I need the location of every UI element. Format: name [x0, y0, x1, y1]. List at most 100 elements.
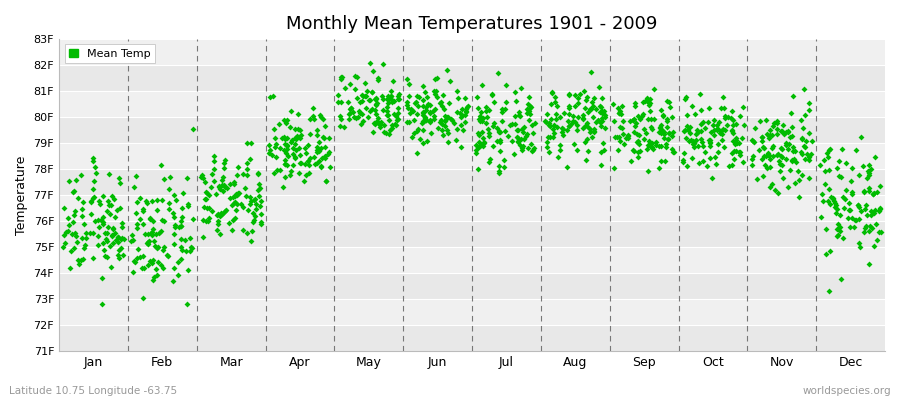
- Point: [758, 162, 772, 168]
- Point: [688, 136, 703, 143]
- Point: [757, 145, 771, 151]
- Point: [474, 142, 489, 148]
- Point: [310, 147, 324, 153]
- Point: [844, 214, 859, 221]
- Point: [854, 208, 868, 214]
- Point: [266, 93, 280, 99]
- Point: [129, 210, 143, 216]
- Point: [680, 162, 694, 169]
- Point: [795, 135, 809, 142]
- Point: [520, 106, 535, 112]
- Bar: [59, 39, 885, 65]
- Point: [471, 105, 485, 111]
- Point: [716, 126, 731, 133]
- Point: [867, 210, 881, 216]
- Point: [236, 171, 250, 177]
- Point: [525, 122, 539, 128]
- Point: [316, 135, 330, 141]
- Point: [391, 96, 405, 102]
- Point: [356, 93, 371, 100]
- Point: [229, 207, 243, 213]
- Point: [230, 190, 245, 196]
- Point: [383, 93, 398, 99]
- Point: [551, 154, 565, 160]
- Point: [733, 149, 747, 155]
- Point: [174, 223, 188, 229]
- Point: [687, 140, 701, 146]
- Point: [693, 91, 707, 97]
- Point: [817, 167, 832, 174]
- Point: [176, 190, 191, 196]
- Point: [568, 119, 582, 126]
- Point: [795, 136, 809, 142]
- Point: [594, 95, 608, 102]
- Point: [828, 199, 842, 206]
- Point: [580, 93, 594, 100]
- Point: [857, 189, 871, 196]
- Point: [580, 135, 594, 142]
- Point: [61, 228, 76, 234]
- Point: [704, 129, 718, 135]
- Point: [252, 181, 266, 187]
- Point: [461, 103, 475, 109]
- Point: [582, 106, 597, 112]
- Point: [373, 120, 387, 127]
- Point: [284, 139, 298, 146]
- Point: [550, 124, 564, 130]
- Point: [213, 231, 228, 238]
- Point: [57, 204, 71, 211]
- Point: [853, 134, 868, 140]
- Point: [475, 118, 490, 124]
- Point: [654, 106, 669, 113]
- Point: [642, 102, 656, 108]
- Point: [66, 219, 80, 225]
- Point: [213, 210, 228, 216]
- Point: [281, 153, 295, 159]
- Point: [734, 134, 749, 141]
- Point: [774, 146, 788, 152]
- Point: [770, 131, 784, 138]
- Point: [869, 221, 884, 227]
- Point: [69, 233, 84, 239]
- Point: [109, 206, 123, 213]
- Point: [226, 194, 240, 201]
- Point: [658, 144, 672, 151]
- Point: [873, 183, 887, 189]
- Point: [244, 198, 258, 204]
- Point: [823, 201, 837, 208]
- Point: [170, 272, 184, 278]
- Point: [598, 114, 612, 120]
- Point: [436, 132, 450, 138]
- Point: [759, 153, 773, 159]
- Point: [58, 240, 72, 246]
- Point: [851, 203, 866, 210]
- Point: [598, 112, 613, 118]
- Point: [74, 257, 88, 263]
- Point: [449, 109, 464, 115]
- Point: [145, 229, 159, 236]
- Point: [864, 208, 878, 214]
- Point: [279, 150, 293, 156]
- Point: [850, 202, 865, 208]
- Point: [166, 214, 181, 221]
- Point: [380, 104, 394, 110]
- Point: [521, 101, 535, 108]
- Point: [662, 130, 677, 136]
- Point: [429, 94, 444, 100]
- Point: [68, 177, 83, 184]
- Point: [454, 106, 469, 112]
- Point: [78, 242, 93, 248]
- Point: [136, 295, 150, 302]
- Point: [376, 106, 391, 113]
- Point: [498, 128, 512, 134]
- Point: [725, 122, 740, 128]
- Point: [686, 137, 700, 144]
- Point: [491, 70, 505, 76]
- Point: [732, 140, 746, 146]
- Point: [318, 153, 332, 159]
- Point: [427, 113, 441, 120]
- Point: [363, 108, 377, 115]
- Point: [371, 75, 385, 81]
- Point: [404, 106, 419, 112]
- Point: [820, 150, 834, 156]
